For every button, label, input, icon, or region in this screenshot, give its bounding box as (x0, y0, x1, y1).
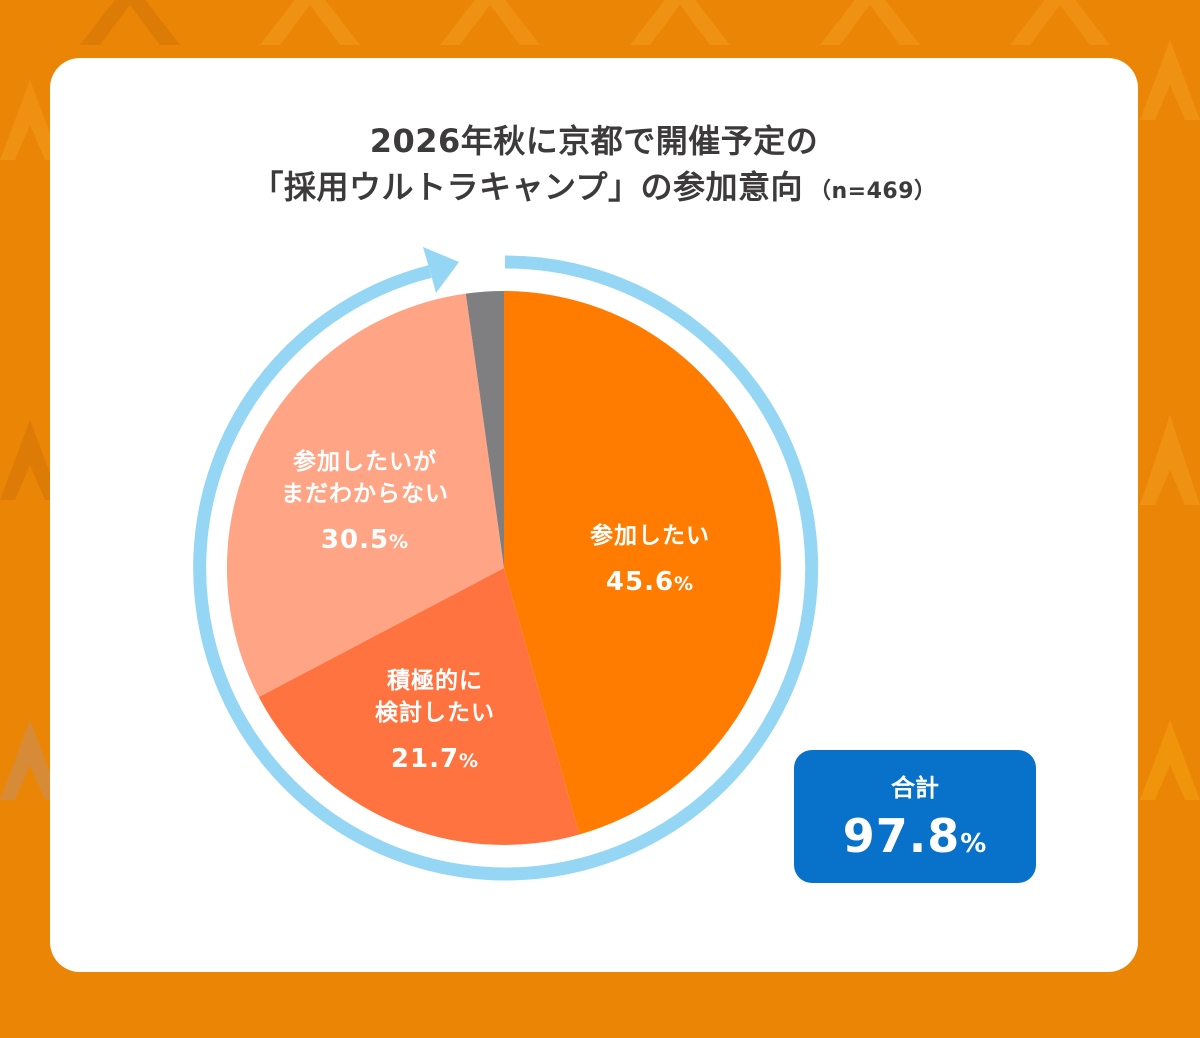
pct-actively-consider: 21.7% (390, 744, 480, 774)
pie-slices (226, 290, 781, 845)
total-label: 合計 (891, 774, 939, 802)
title-line-1: 2026年秋に京都で開催予定の (369, 122, 819, 160)
slice-undecided (226, 293, 504, 697)
total-badge: 合計 97.8% (794, 750, 1036, 883)
pct-want-to-participate: 45.6% (605, 567, 695, 597)
slice-other (465, 290, 504, 568)
slice-want-to-participate (504, 291, 781, 835)
slice-actively-consider (258, 568, 580, 845)
pct-undecided: 30.5% (320, 525, 410, 555)
label-undecided: 参加したいが まだわからない 30.5% (255, 446, 475, 558)
sample-size: （n=469） (809, 179, 937, 204)
label-want-to-participate: 参加したい 45.6% (560, 520, 740, 600)
progress-ring-arrow-icon (193, 255, 819, 881)
pie-chart (193, 247, 819, 881)
total-value: 97.8% (842, 809, 988, 863)
chart-title: 2026年秋に京都で開催予定の 「採用ウルトラキャンプ」の参加意向 （n=469） (50, 118, 1138, 215)
chart-card: 2026年秋に京都で開催予定の 「採用ウルトラキャンプ」の参加意向 （n=469）… (50, 58, 1138, 972)
arrowhead-icon (423, 247, 459, 293)
title-line-2: 「採用ウルトラキャンプ」の参加意向 （n=469） (251, 168, 937, 206)
label-actively-consider: 積極的に 検討したい 21.7% (345, 665, 525, 777)
